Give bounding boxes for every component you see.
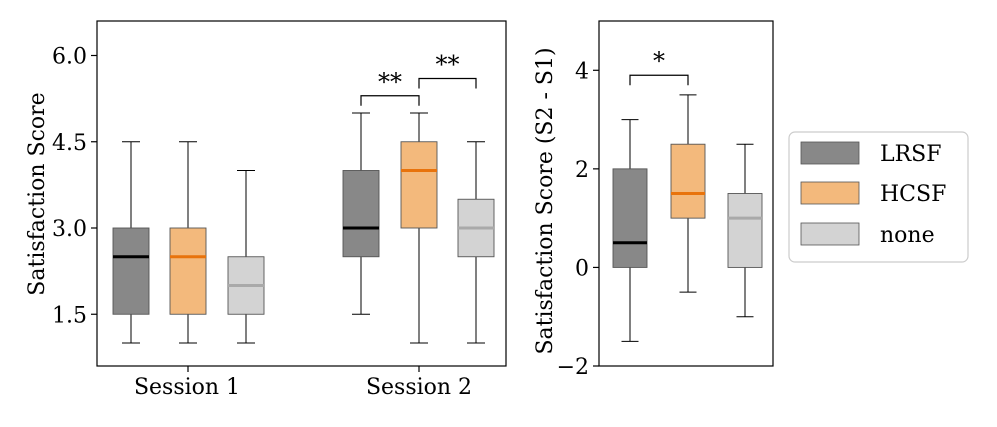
right-y-ticks: −2 0 2 4 [557, 59, 599, 380]
box-body [342, 170, 380, 258]
box-lrsf-session-2 [342, 112, 380, 315]
right-plot-frame [598, 20, 774, 367]
box-body [400, 141, 438, 229]
y-tick-label: 6.0 [52, 45, 87, 70]
box-none [727, 143, 763, 318]
y-tick-label: −2 [557, 355, 589, 380]
significance-bracket [418, 77, 477, 89]
left-plot-frame [96, 20, 507, 367]
box-body [670, 143, 706, 219]
box-hcsf-session-2 [400, 112, 438, 344]
y-tick-label: 4.5 [52, 131, 87, 156]
significance-label: ** [436, 51, 460, 79]
legend-swatch-none [800, 222, 860, 246]
left-y-ticks: 1.5 3.0 4.5 6.0 [52, 45, 420, 372]
legend-label-hcsf: HCSF [880, 182, 946, 207]
box-none-session-1 [227, 170, 265, 344]
legend-swatch-lrsf [800, 141, 860, 165]
y-tick-label: 4 [575, 59, 589, 84]
significance-label: * [653, 47, 665, 75]
box-lrsf-session-1 [112, 141, 150, 344]
y-tick-label: 1.5 [52, 303, 87, 328]
box-body [169, 227, 207, 315]
right-boxplot-panel: −2 0 2 4 * Satisfaction Score (S2 - S1) [533, 20, 774, 380]
significance-bracket [629, 74, 689, 86]
box-body [727, 193, 763, 268]
left-boxplot-panel: 1.5 3.0 4.5 6.0 ** ** Session 1 Session 2 Sa… [25, 20, 507, 400]
box-body [612, 168, 648, 268]
y-tick-label: 3.0 [52, 217, 87, 242]
significance-label: ** [378, 68, 402, 96]
box-lrsf [612, 119, 648, 342]
box-hcsf [670, 94, 706, 293]
legend-label-lrsf: LRSF [880, 142, 942, 167]
box-hcsf-session-1 [169, 141, 207, 344]
left-x-tick-label-session-1: Session 1 [134, 375, 240, 400]
legend-label-none: none [880, 223, 935, 248]
right-boxes [612, 94, 763, 342]
y-tick-label: 0 [575, 256, 589, 281]
right-y-axis-label: Satisfaction Score (S2 - S1) [533, 47, 558, 354]
significance-bracket [360, 95, 420, 106]
box-none-session-2 [457, 141, 495, 344]
legend-swatch-hcsf [800, 181, 860, 205]
right-significance-annotations: * [629, 47, 689, 86]
left-boxes [112, 112, 495, 344]
y-tick-label: 2 [575, 158, 589, 183]
left-y-axis-label: Satisfaction Score [25, 92, 50, 295]
legend: LRSF HCSF none [788, 131, 969, 263]
left-x-tick-label-session-2: Session 2 [366, 375, 472, 400]
left-significance-annotations: ** ** [360, 51, 477, 106]
box-body [112, 227, 150, 315]
